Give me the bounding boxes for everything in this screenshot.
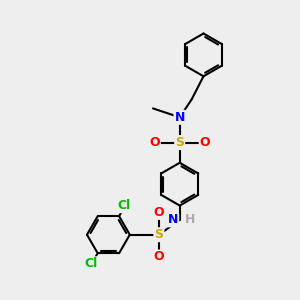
Text: O: O [154, 250, 164, 263]
Text: N: N [175, 111, 185, 124]
Text: O: O [200, 136, 210, 149]
Text: Cl: Cl [84, 257, 98, 270]
Text: Cl: Cl [118, 199, 131, 212]
Text: O: O [149, 136, 160, 149]
Text: O: O [154, 206, 164, 219]
Text: H: H [185, 213, 195, 226]
Text: N: N [168, 213, 178, 226]
Text: S: S [175, 136, 184, 149]
Text: S: S [154, 228, 164, 241]
